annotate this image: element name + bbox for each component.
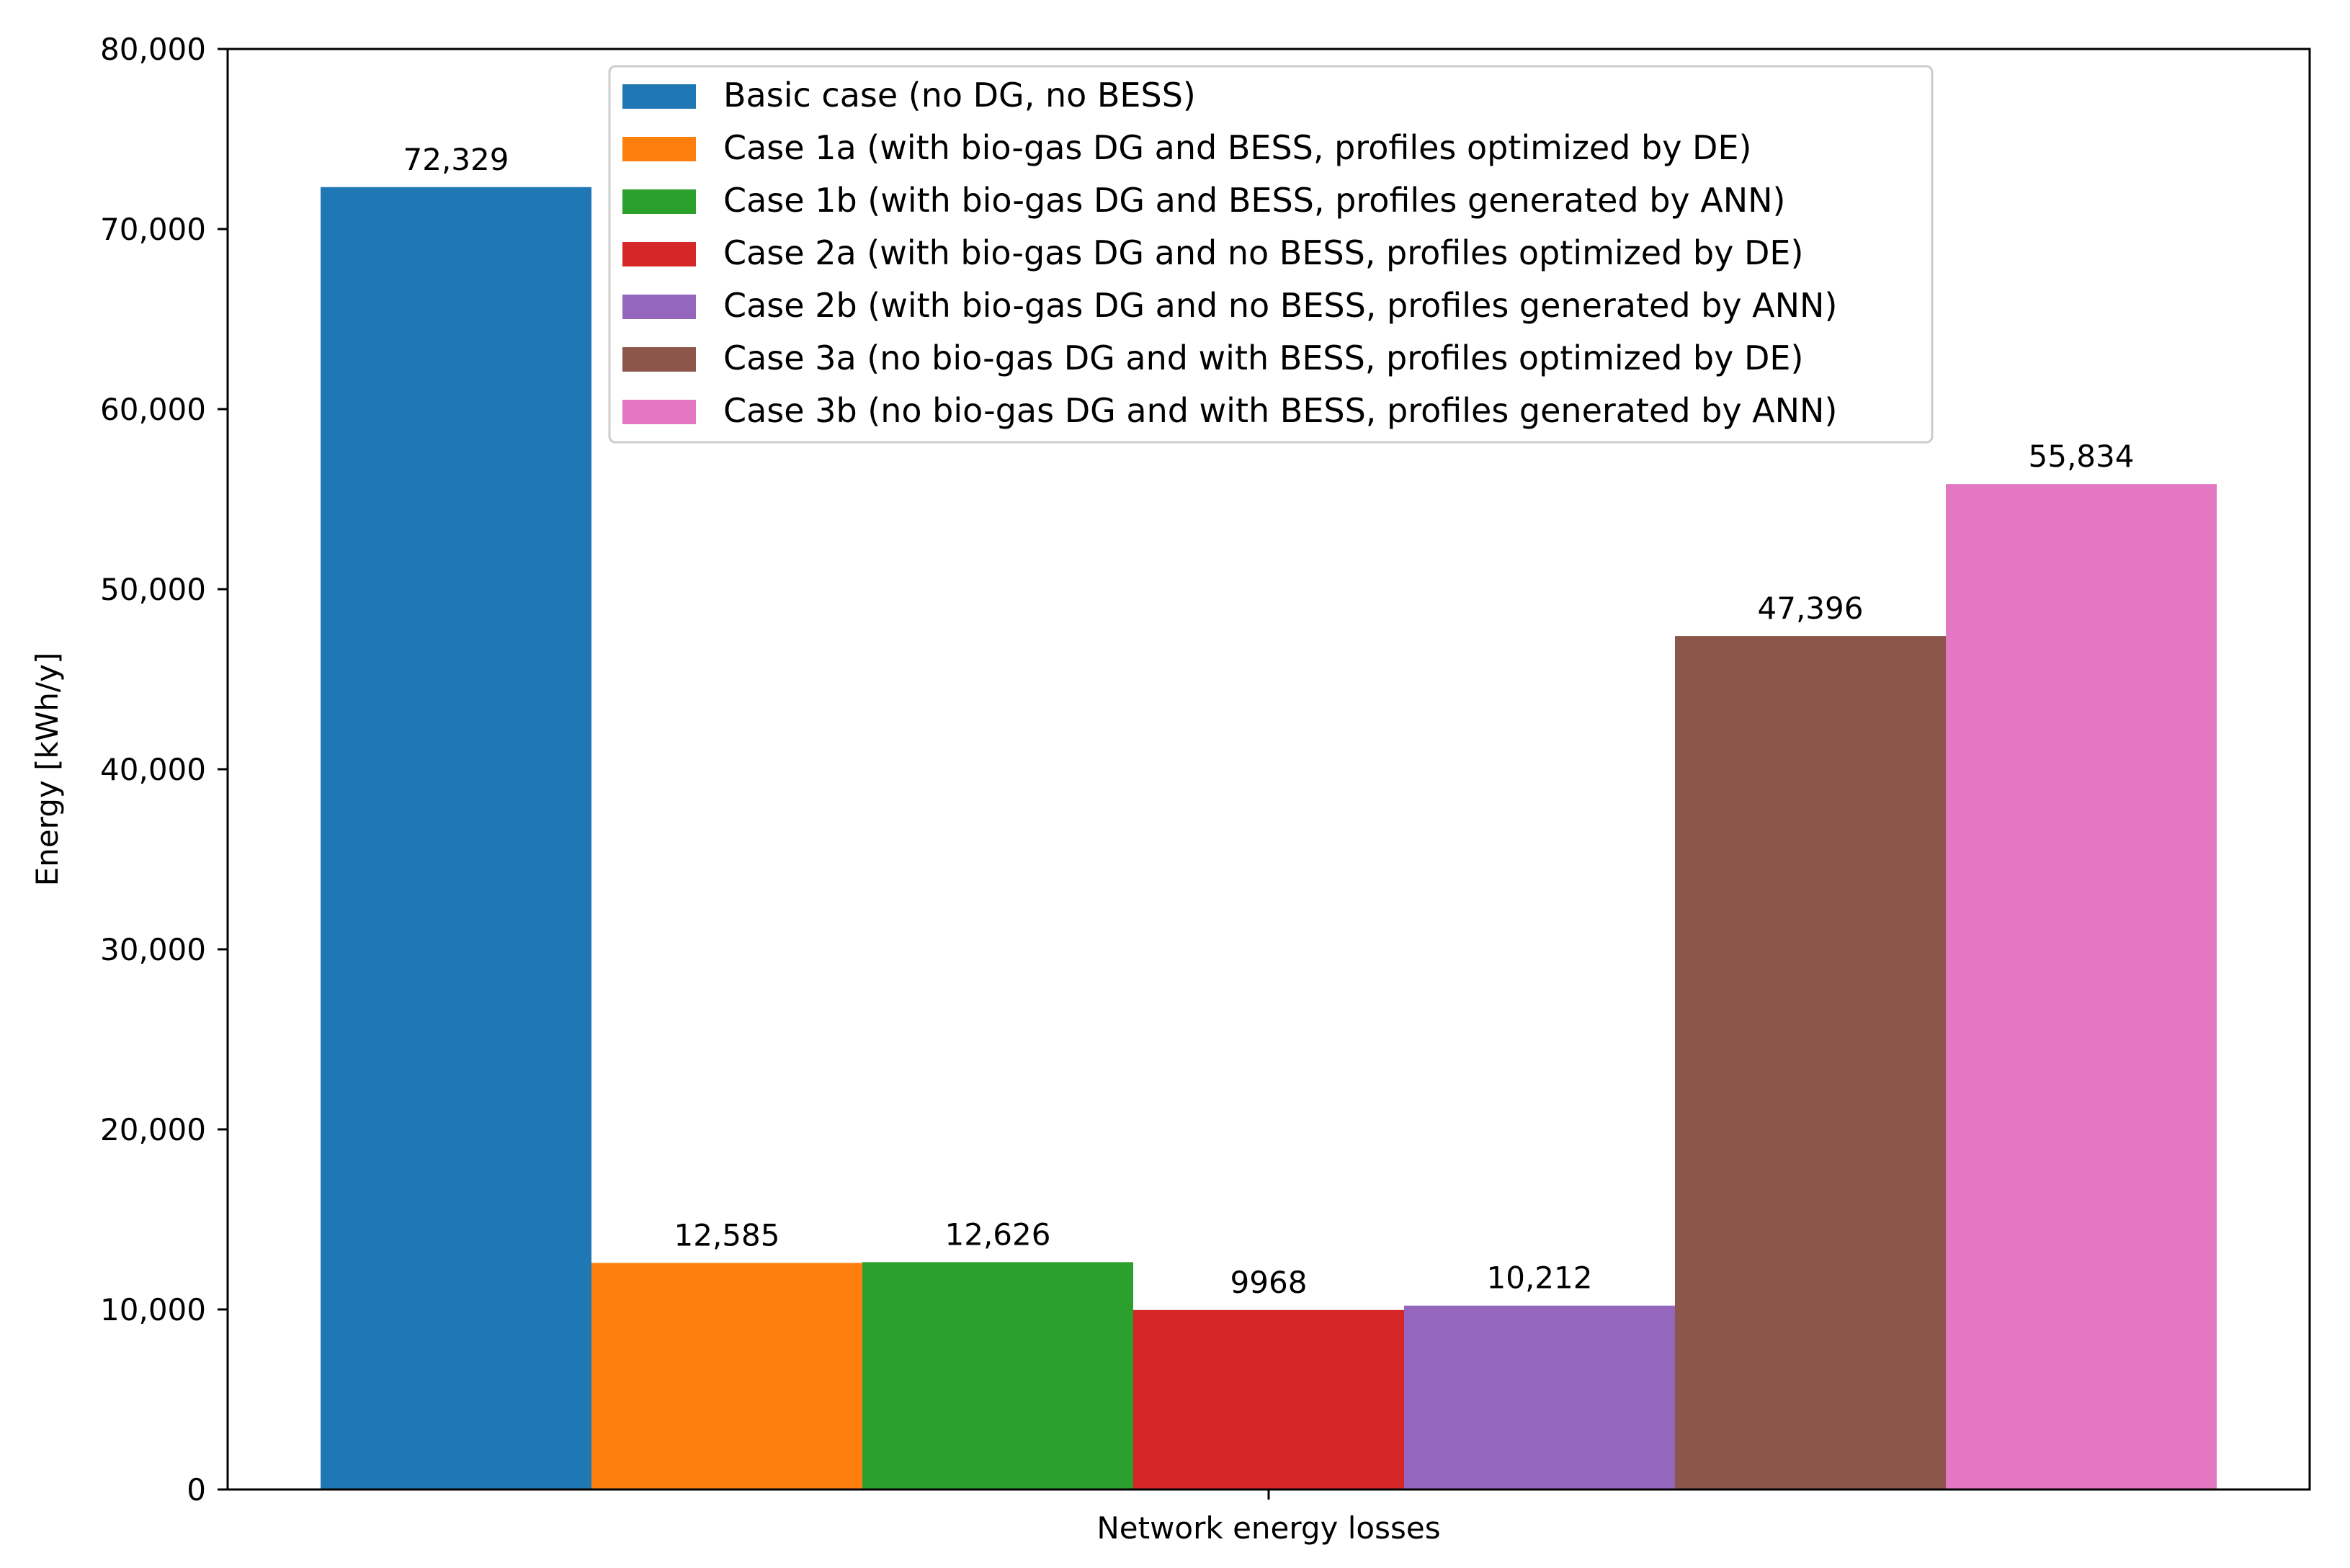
legend: Basic case (no DG, no BESS) Case 1a (with… — [608, 65, 1934, 444]
y-tick-label: 60,000 — [100, 392, 206, 427]
legend-swatch-series-7 — [622, 400, 696, 424]
y-tick-label: 70,000 — [100, 212, 206, 247]
legend-swatch-series-5 — [622, 295, 696, 319]
legend-swatch-series-1 — [622, 84, 696, 109]
bar-series-5 — [1404, 1305, 1675, 1489]
y-axis-label: Energy [kWh/y] — [30, 653, 65, 887]
data-label-series-5: 10,212 — [1487, 1260, 1593, 1296]
data-label-series-4: 9968 — [1230, 1265, 1308, 1300]
legend-swatch-series-6 — [622, 347, 696, 372]
bar-series-4 — [1133, 1309, 1404, 1489]
legend-label-series-5: Case 2b (with bio-gas DG and no BESS, pr… — [723, 286, 1837, 325]
x-axis: Network energy losses — [1096, 1489, 1441, 1546]
bar-series-1 — [321, 187, 591, 1489]
data-labels-layer: 72,329 12,585 12,626 9968 10,212 47,396 55,834 — [403, 142, 2135, 1300]
legend-label-series-3: Case 1b (with bio-gas DG and BESS, profi… — [723, 181, 1786, 220]
y-tick-label: 20,000 — [100, 1112, 206, 1147]
bar-series-6 — [1675, 636, 1946, 1489]
y-tick-label: 10,000 — [100, 1292, 206, 1327]
bar-series-2 — [591, 1263, 862, 1489]
data-label-series-2: 12,585 — [674, 1217, 780, 1253]
bar-series-3 — [862, 1262, 1133, 1489]
y-tick-label: 50,000 — [100, 572, 206, 607]
legend-swatch-series-3 — [622, 189, 696, 214]
y-tick-label: 80,000 — [100, 32, 206, 67]
legend-swatch-series-2 — [622, 137, 696, 161]
legend-label-series-7: Case 3b (no bio-gas DG and with BESS, pr… — [723, 391, 1837, 430]
data-label-series-1: 72,329 — [403, 142, 509, 177]
y-axis: 0 10,000 20,000 30,000 40,000 50,000 60,000 70,… — [100, 32, 228, 1507]
bar-series-7 — [1946, 484, 2217, 1489]
legend-label-series-1: Basic case (no DG, no BESS) — [723, 76, 1196, 115]
bars-layer — [321, 187, 2217, 1489]
legend-swatch-series-4 — [622, 242, 696, 266]
y-tick-label: 40,000 — [100, 752, 206, 787]
data-label-series-3: 12,626 — [945, 1217, 1051, 1252]
legend-label-series-4: Case 2a (with bio-gas DG and no BESS, pr… — [723, 233, 1803, 272]
y-tick-label: 0 — [187, 1472, 206, 1507]
legend-label-series-2: Case 1a (with bio-gas DG and BESS, profi… — [723, 128, 1751, 167]
data-label-series-7: 55,834 — [2029, 439, 2135, 474]
x-tick-label: Network energy losses — [1096, 1510, 1440, 1546]
y-tick-label: 30,000 — [100, 932, 206, 967]
data-label-series-6: 47,396 — [1758, 591, 1864, 626]
legend-label-series-6: Case 3a (no bio-gas DG and with BESS, pr… — [723, 339, 1803, 377]
legend-box — [608, 65, 1934, 444]
